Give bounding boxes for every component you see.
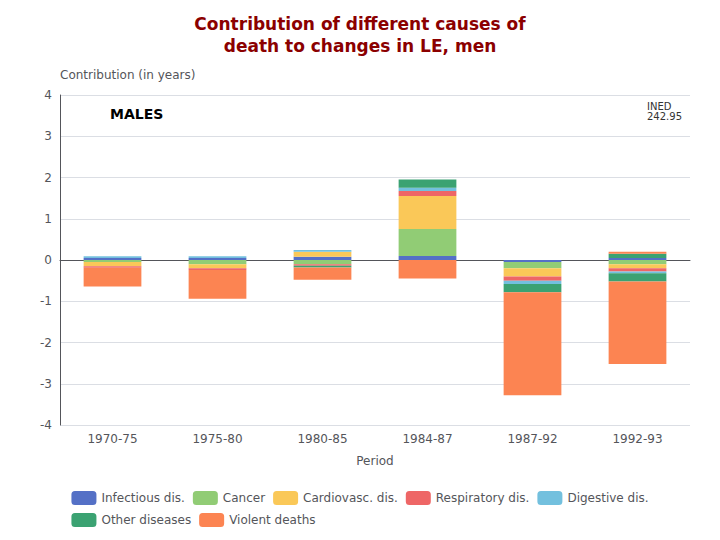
svg-text:3: 3 xyxy=(44,129,52,143)
svg-text:-1: -1 xyxy=(40,294,52,308)
svg-text:2: 2 xyxy=(44,171,52,185)
svg-text:242.95: 242.95 xyxy=(647,111,682,122)
svg-text:1975-80: 1975-80 xyxy=(192,432,242,446)
svg-text:death to changes in LE, men: death to changes in LE, men xyxy=(224,36,497,56)
svg-text:4: 4 xyxy=(44,88,52,102)
svg-text:0: 0 xyxy=(44,253,52,267)
svg-text:Period: Period xyxy=(356,454,393,468)
svg-text:-3: -3 xyxy=(40,377,52,391)
svg-text:1992-93: 1992-93 xyxy=(612,432,662,446)
svg-text:Respiratory dis.: Respiratory dis. xyxy=(436,491,530,505)
svg-text:Contribution of different caus: Contribution of different causes of xyxy=(194,14,526,34)
svg-text:Violent deaths: Violent deaths xyxy=(229,513,315,527)
svg-text:Cancer: Cancer xyxy=(223,491,265,505)
svg-text:Cardiovasc. dis.: Cardiovasc. dis. xyxy=(303,491,398,505)
svg-text:Other diseases: Other diseases xyxy=(101,513,191,527)
svg-text:-4: -4 xyxy=(40,418,52,432)
svg-text:-2: -2 xyxy=(40,336,52,350)
svg-text:1980-85: 1980-85 xyxy=(297,432,347,446)
svg-text:INED: INED xyxy=(647,100,672,112)
svg-text:Infectious dis.: Infectious dis. xyxy=(101,491,184,505)
svg-text:1970-75: 1970-75 xyxy=(87,432,137,446)
svg-text:1984-87: 1984-87 xyxy=(402,432,452,446)
svg-text:1987-92: 1987-92 xyxy=(507,432,557,446)
svg-text:MALES: MALES xyxy=(110,106,163,122)
svg-text:Contribution (in years): Contribution (in years) xyxy=(60,68,195,82)
svg-text:Digestive dis.: Digestive dis. xyxy=(567,491,648,505)
svg-text:1: 1 xyxy=(44,212,52,226)
